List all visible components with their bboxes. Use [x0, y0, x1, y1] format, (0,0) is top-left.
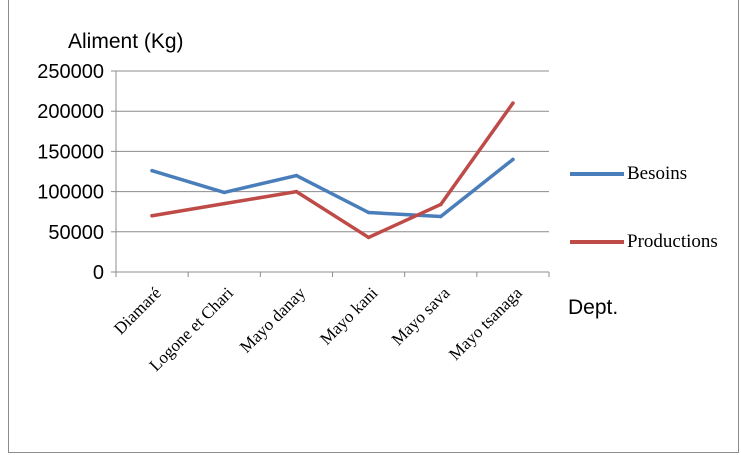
data-point-besoins: [366, 210, 371, 215]
chart-frame: [8, 0, 739, 453]
series-line-productions: [150, 101, 515, 240]
y-tick-label: 50000: [48, 222, 104, 244]
data-point-besoins: [150, 168, 154, 173]
gridlines: [116, 70, 549, 233]
legend-swatch-productions: [570, 240, 624, 244]
data-point-productions: [150, 213, 154, 218]
legend-item-besoins: Besoins: [570, 163, 687, 185]
y-tick-label: 100000: [37, 182, 104, 204]
legend-label-besoins: Besoins: [627, 163, 688, 184]
data-point-productions: [294, 189, 299, 194]
data-point-besoins: [511, 157, 515, 162]
series-line-besoins: [150, 157, 515, 219]
data-point-productions: [511, 101, 515, 105]
y-tick-labels: 0 50000 100000 150000 200000 250000: [37, 61, 104, 284]
x-axis-label: Dept.: [568, 296, 619, 319]
x-tick-label: Mayo sava: [388, 283, 454, 349]
axes: [111, 70, 550, 277]
x-tick-label: Mayo kani: [316, 283, 381, 348]
legend-item-productions: Productions: [570, 231, 718, 253]
data-point-besoins: [222, 190, 227, 195]
data-point-besoins: [294, 173, 299, 178]
y-tick-label: 200000: [37, 101, 104, 123]
data-point-productions: [438, 202, 443, 207]
data-point-productions: [366, 235, 371, 240]
x-tick-label: Mayo danay: [236, 283, 310, 357]
y-tick-label: 0: [93, 262, 104, 284]
data-point-productions: [222, 201, 227, 206]
series-lines: [150, 101, 515, 240]
x-tick-label: Diamaré: [110, 283, 165, 338]
y-axis-label: Aliment (Kg): [68, 30, 184, 53]
y-tick-label: 150000: [37, 141, 104, 163]
legend-swatch-besoins: [570, 172, 624, 176]
data-point-besoins: [438, 214, 443, 219]
y-tick-label: 250000: [37, 61, 104, 83]
legend-label-productions: Productions: [627, 231, 718, 252]
x-tick-label: Mayo tsanaga: [445, 283, 526, 364]
